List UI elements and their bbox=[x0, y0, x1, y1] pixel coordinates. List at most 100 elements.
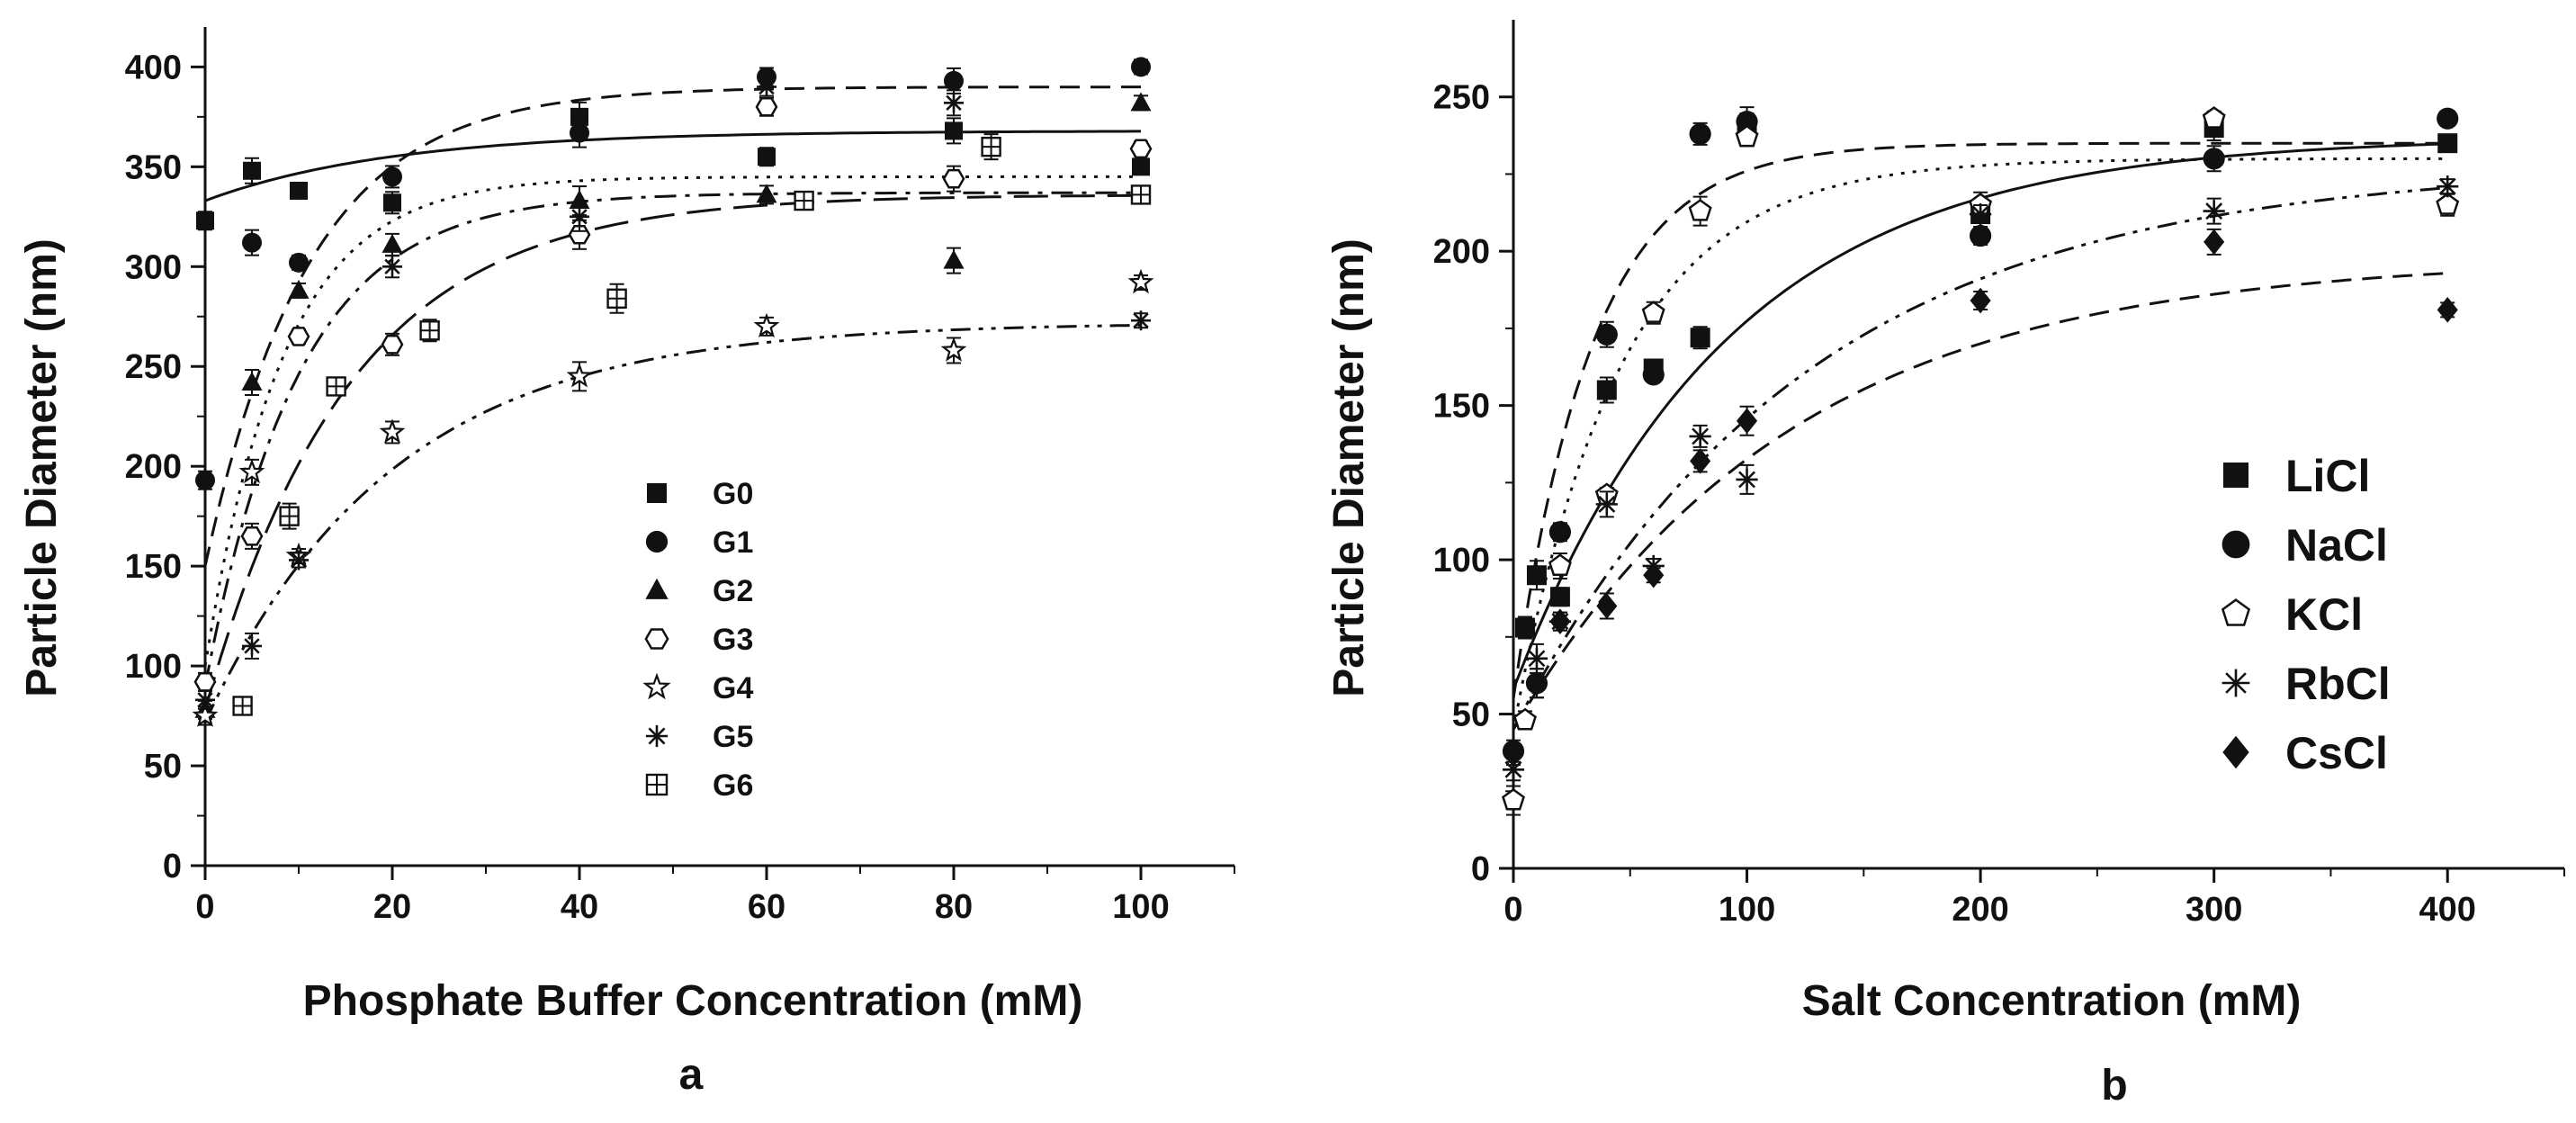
panel-b-point-licl bbox=[1549, 587, 1570, 607]
panel-a-y-tick-label: 100 bbox=[125, 648, 182, 686]
panel-a-point-g2 bbox=[1130, 92, 1152, 112]
panel-a-point-g4 bbox=[1127, 268, 1154, 294]
panel-b-y-tick-label: 250 bbox=[1433, 79, 1490, 117]
panel-b-point-kcl-shape bbox=[1688, 198, 1712, 221]
panel-b-point-cscl bbox=[2437, 297, 2458, 323]
panel-a-point-g2-shape bbox=[381, 233, 403, 253]
panel-b-point-nacl-shape bbox=[2203, 148, 2225, 170]
panel-b-point-nacl bbox=[1642, 364, 1665, 386]
panel-b-legend-marker-nacl bbox=[2221, 530, 2250, 559]
panel-a-point-g5 bbox=[242, 635, 262, 656]
panel-a-point-g3 bbox=[193, 672, 217, 692]
panel-a-point-g2 bbox=[943, 249, 965, 269]
panel-b-point-nacl-shape bbox=[1970, 224, 1992, 247]
panel-b-point-rbcl-stroke bbox=[1528, 650, 1546, 668]
panel-a-point-g0 bbox=[383, 193, 401, 212]
panel-a-x-tick-label: 0 bbox=[195, 888, 214, 926]
panel-a-point-g6 bbox=[981, 136, 1001, 157]
panel-b-point-rbcl-stroke bbox=[2438, 177, 2456, 195]
panel-b-point-cscl-shape bbox=[1643, 562, 1665, 588]
panel-a-x-tick-label: 60 bbox=[748, 888, 785, 926]
panel-b-point-rbcl bbox=[2203, 200, 2225, 222]
panel-b-legend-marker-rbcl-stroke bbox=[2225, 672, 2247, 694]
panel-a-point-g3-shape bbox=[755, 96, 778, 117]
panel-a-point-g1-shape bbox=[195, 470, 215, 490]
panel-a-point-g6 bbox=[232, 696, 253, 716]
panel-a-point-g2 bbox=[381, 233, 403, 253]
panel-a-point-g0-shape bbox=[290, 181, 308, 200]
panel-a-point-g4 bbox=[940, 337, 967, 362]
panel-a-point-g5-stroke bbox=[946, 94, 962, 112]
panel-b-point-kcl bbox=[1688, 198, 1712, 221]
panel-b-point-rbcl bbox=[1970, 202, 1992, 226]
panel-b-legend-label-cscl: CsCl bbox=[2285, 728, 2388, 778]
panel-b-point-cscl-shape bbox=[1526, 669, 1548, 696]
panel-b-point-cscl-shape bbox=[1970, 287, 1991, 314]
panel-a-legend-marker-g5-stroke bbox=[648, 727, 666, 745]
panel-a-legend-label-g5: G5 bbox=[713, 720, 753, 754]
panel-b-point-nacl bbox=[2203, 148, 2225, 170]
panel-a-point-g1-shape bbox=[944, 70, 964, 91]
panel-b-label: b bbox=[2101, 1062, 2127, 1110]
panel-a-point-g3-shape bbox=[287, 327, 310, 346]
panel-b-point-cscl bbox=[2204, 229, 2225, 256]
panel-a-point-g4 bbox=[566, 363, 593, 388]
panel-a-point-g5-stroke bbox=[1133, 312, 1149, 328]
panel-b-point-nacl bbox=[1548, 521, 1572, 544]
panel-a-y-tick-label: 200 bbox=[125, 448, 182, 486]
panel-a-point-g1 bbox=[195, 470, 215, 490]
panel-b-point-nacl bbox=[1595, 323, 1618, 346]
panel-b-y-tick-label: 100 bbox=[1433, 542, 1490, 579]
panel-a-point-g2-shape bbox=[1130, 92, 1152, 112]
panel-b-legend-marker-cscl bbox=[2222, 735, 2249, 769]
panel-a-legend-marker-g4-shape bbox=[642, 672, 671, 700]
panel-a-point-g2-shape bbox=[241, 371, 263, 391]
panel-b-point-cscl bbox=[1526, 669, 1548, 696]
panel-a-point-g1 bbox=[242, 232, 262, 253]
panel-a-point-g1-shape bbox=[570, 122, 589, 143]
panel-b-point-kcl bbox=[1513, 707, 1537, 731]
panel-b: Particle Diameter (nm) Salt Concentratio… bbox=[1325, 20, 2565, 1110]
panel-a-point-g5 bbox=[944, 93, 964, 113]
panel-a-point-g6 bbox=[794, 190, 814, 211]
panel-b-y-tick-label: 0 bbox=[1471, 850, 1490, 888]
panel-a-point-g5-stroke bbox=[384, 258, 400, 274]
panel-a-point-g4 bbox=[753, 312, 780, 338]
panel-b-y-axis-title: Particle Diameter (nm) bbox=[1325, 238, 1373, 697]
panel-a-legend-marker-g1-shape bbox=[645, 530, 669, 553]
panel-b-legend-marker-licl bbox=[2223, 463, 2248, 488]
panel-a-point-g5-stroke bbox=[244, 638, 260, 654]
panel-a-point-g4-shape bbox=[379, 418, 406, 444]
panel-b-legend: LiCl NaCl KCl RbCl CsCl bbox=[2221, 451, 2391, 778]
panel-b-point-licl-shape bbox=[1596, 380, 1617, 400]
panel-b-legend-label-kcl: KCl bbox=[2285, 589, 2363, 640]
panel-a-point-g3-shape bbox=[193, 672, 217, 692]
panel-a-legend-label-g4: G4 bbox=[713, 671, 753, 705]
panel-a-point-g4 bbox=[192, 702, 219, 727]
panel-a-y-tick-label: 300 bbox=[125, 248, 182, 286]
panel-b-point-rbcl bbox=[1525, 647, 1548, 669]
panel-b-point-nacl bbox=[1736, 111, 1758, 133]
panel-a-point-g4-shape bbox=[753, 312, 780, 338]
panel-b-fit-curve-kcl bbox=[1512, 157, 2448, 730]
panel-a-point-g5-stroke bbox=[758, 78, 775, 95]
panel-a-point-g3 bbox=[1129, 139, 1153, 159]
panel-b-x-axis-title: Salt Concentration (mM) bbox=[1802, 977, 2302, 1025]
panel-b-point-kcl bbox=[1502, 787, 1525, 811]
panel-a-point-g5 bbox=[195, 689, 215, 710]
panel-a-point-g0-shape bbox=[945, 121, 963, 140]
panel-a-legend-marker-g5 bbox=[645, 724, 669, 748]
panel-a-point-g6 bbox=[419, 320, 440, 341]
panel-a-legend-label-g1: G1 bbox=[713, 526, 753, 560]
panel-b-point-kcl bbox=[2436, 193, 2460, 215]
panel-b-point-rbcl bbox=[2437, 175, 2459, 198]
panel-b-point-rbcl-stroke bbox=[1692, 427, 1710, 445]
panel-a-legend-marker-g0-shape bbox=[647, 483, 667, 503]
panel-a-point-g0 bbox=[570, 107, 588, 126]
panel-b-point-kcl-shape bbox=[1513, 707, 1537, 731]
panel-b-legend-marker-kcl bbox=[2221, 598, 2251, 626]
panel-b-point-cscl-shape bbox=[1549, 608, 1571, 634]
panel-b-point-nacl-shape bbox=[1689, 122, 1711, 145]
panel-a-fit-curve-g0 bbox=[204, 130, 1141, 202]
